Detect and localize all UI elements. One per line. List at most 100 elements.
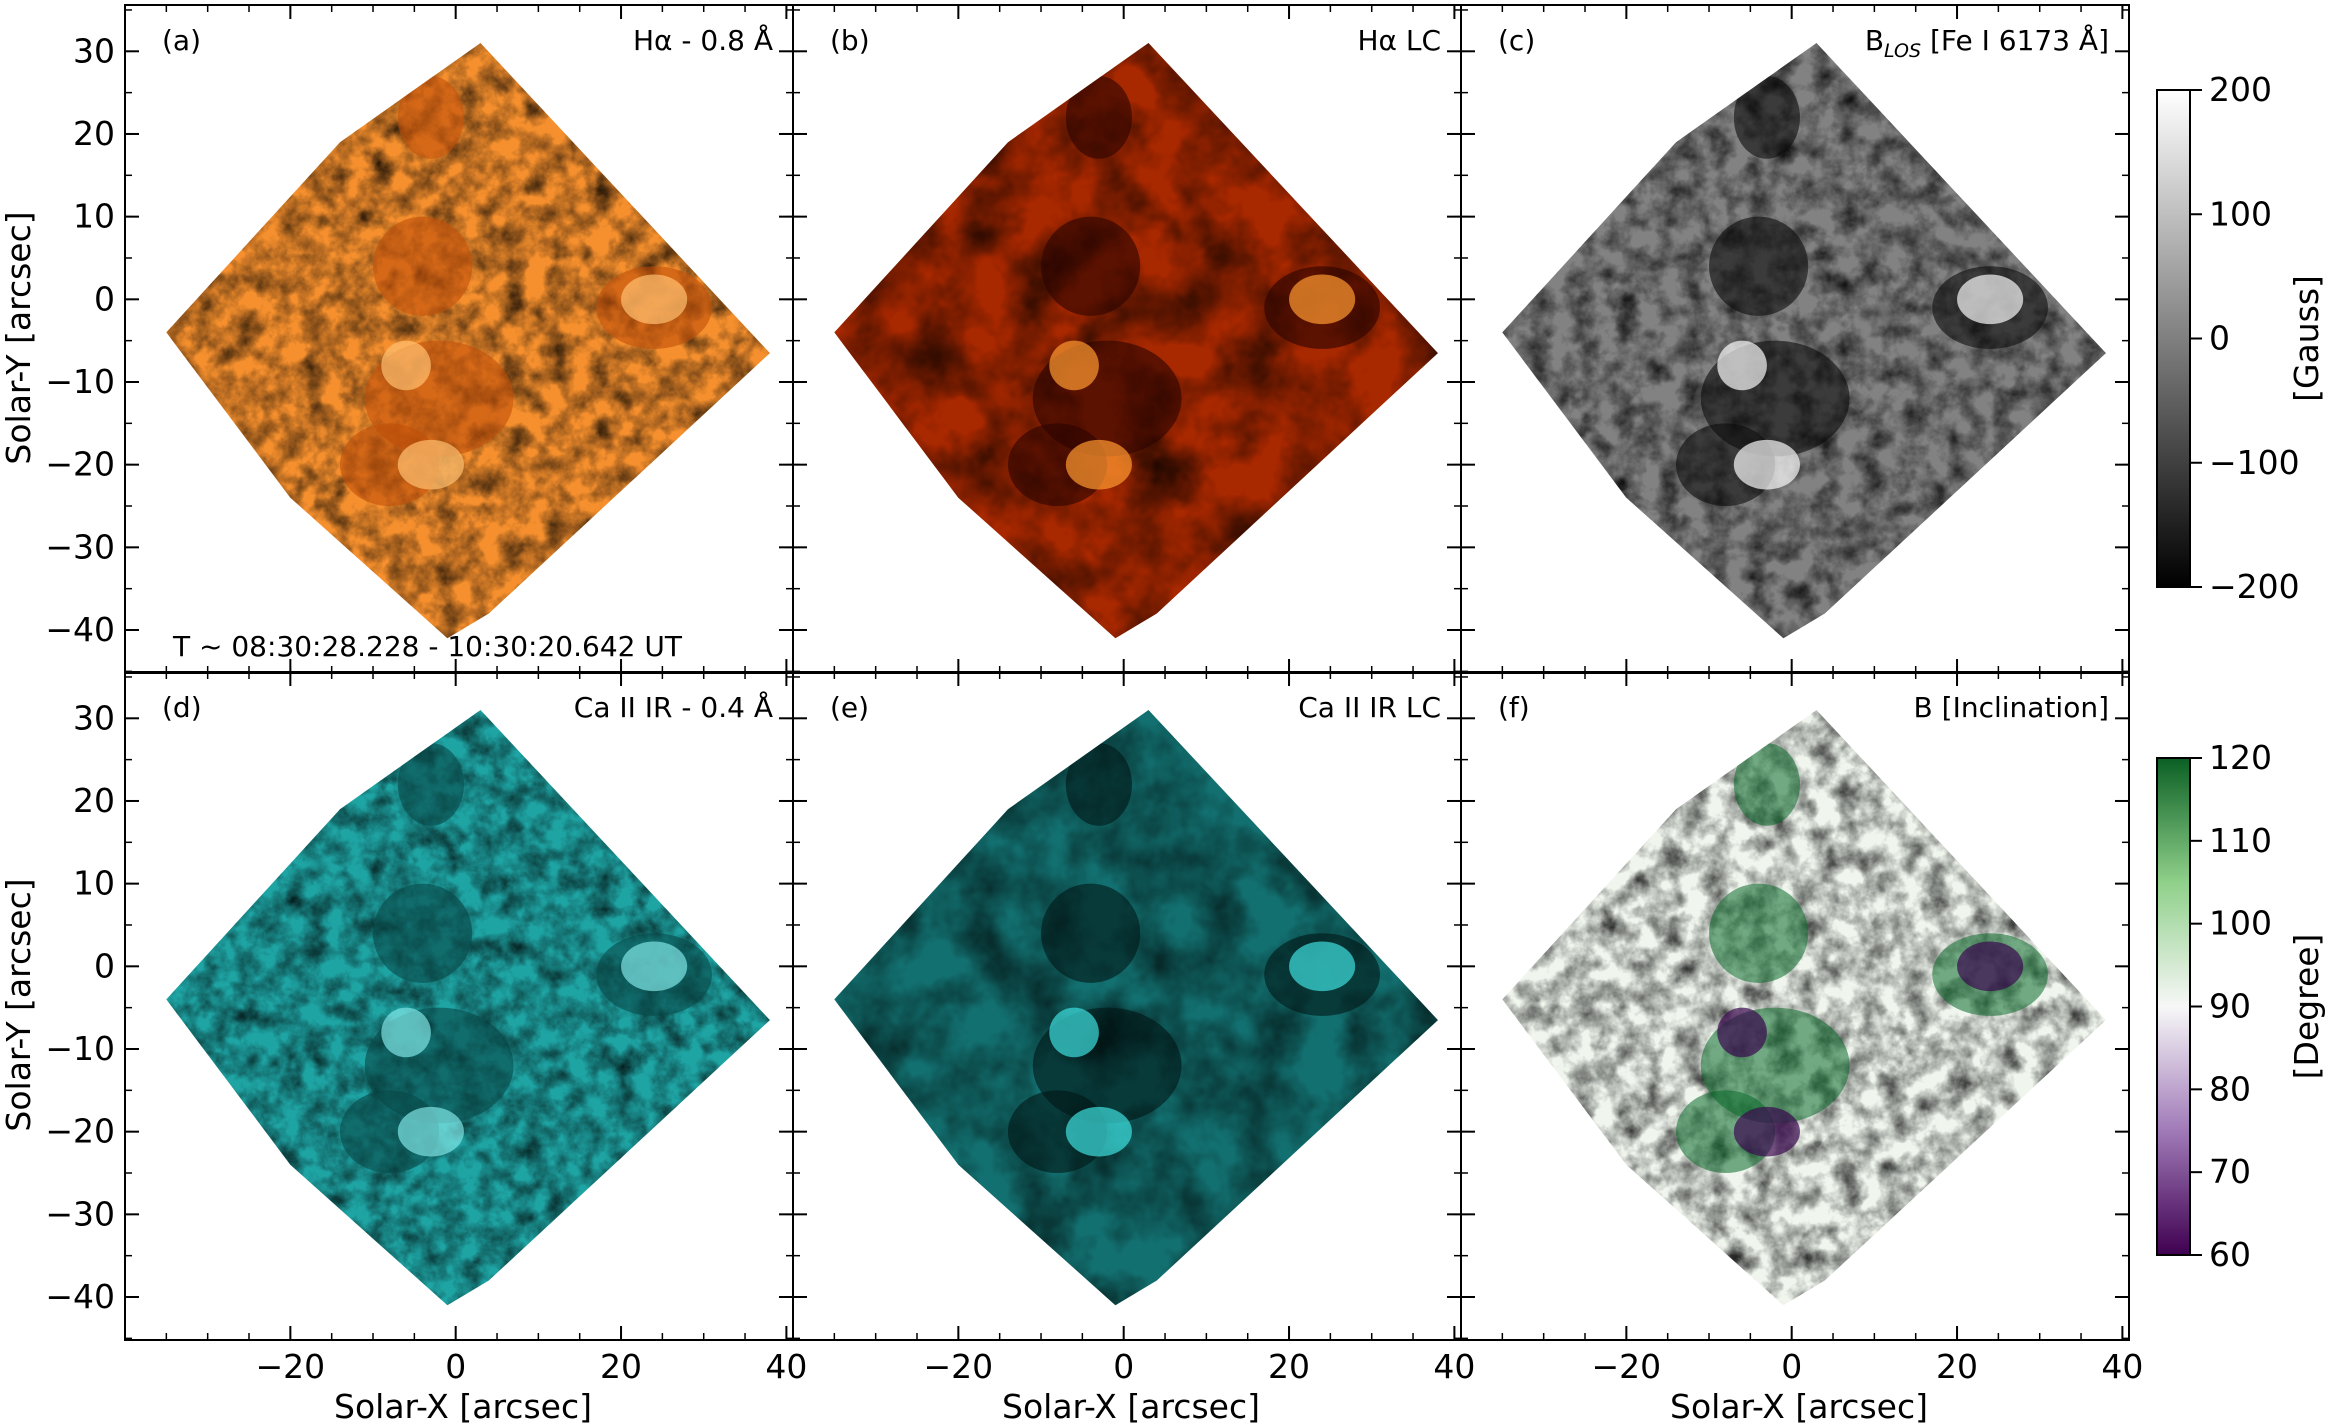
structure-bright — [1957, 941, 2024, 992]
x-tick-label: −20 — [1592, 1347, 1662, 1386]
structure-bright — [381, 1007, 431, 1058]
structure-dark — [397, 76, 464, 159]
colorbar-tick-label: 80 — [2209, 1069, 2251, 1108]
x-tick-label: 0 — [1781, 1347, 1802, 1386]
x-tick-label: −20 — [256, 1347, 326, 1386]
panel-title: B [Inclination] — [1914, 691, 2109, 724]
structure-dark — [373, 216, 473, 316]
structure-dark — [1709, 883, 1809, 983]
panel-title: Ca II IR - 0.4 Å — [574, 690, 773, 724]
structure-bright — [621, 274, 688, 325]
colorbar-tick-label: 70 — [2209, 1152, 2251, 1191]
structure-dark — [1709, 216, 1809, 316]
colorbar-tick-label: 110 — [2209, 821, 2272, 860]
colorbar-tick-label: −200 — [2209, 567, 2300, 606]
x-tick-label: 0 — [445, 1347, 466, 1386]
y-tick-label: 30 — [73, 31, 115, 70]
panel-title: Hα LC — [1357, 24, 1441, 57]
x-tick-label: 40 — [2101, 1347, 2143, 1386]
x-axis-label-col2: Solar-X [arcsec] — [1002, 1387, 1260, 1426]
panel-title: Ca II IR LC — [1298, 691, 1441, 724]
x-tick-label: 40 — [1433, 1347, 1475, 1386]
structure-bright — [1049, 340, 1099, 391]
x-tick-label: 20 — [1268, 1347, 1310, 1386]
structure-bright — [1065, 1106, 1132, 1157]
structure-dark — [1041, 883, 1141, 983]
x-tick-label: 40 — [765, 1347, 807, 1386]
colorbar-gauss: 200 100 0 −100 −200 [Gauss] — [2156, 70, 2326, 606]
panel-c: (c) BLOS [Fe I 6173 Å] — [1460, 4, 2130, 674]
panel-f: −20 0 20 40 (f) B [Inclination] — [1460, 671, 2143, 1386]
y-tick-label: 20 — [73, 114, 115, 153]
colorbar-tick-label: 60 — [2209, 1235, 2251, 1274]
structure-dark — [397, 743, 464, 826]
colorbar-tick-label: 90 — [2209, 987, 2251, 1026]
colorbar-tick-label: 100 — [2209, 904, 2272, 943]
y-tick-label: −20 — [45, 1112, 115, 1151]
structure-dark — [1733, 76, 1800, 159]
structure-dark — [1733, 743, 1800, 826]
y-tick-label: −10 — [45, 1029, 115, 1068]
time-range-annotation: T ~ 08:30:28.228 - 10:30:20.642 UT — [172, 630, 683, 663]
colorbar-tick-label: 100 — [2209, 194, 2272, 233]
structure-bright — [397, 439, 464, 490]
panel-letter: (b) — [830, 24, 870, 57]
structure-bright — [1733, 439, 1800, 490]
panel-b: (b) Hα LC — [792, 4, 1462, 674]
y-tick-label: 0 — [94, 279, 115, 318]
structure-bright — [1289, 274, 1356, 325]
panel-d: 30 20 10 0 −10 −20 −30 −40 −20 0 20 40 (d) Ca II IR -… — [45, 671, 807, 1386]
structure-bright — [1733, 1106, 1800, 1157]
colorbar-tick-label: 0 — [2209, 319, 2230, 358]
structure-bright — [397, 1106, 464, 1157]
structure-bright — [1065, 439, 1132, 490]
panel-image-a — [166, 43, 770, 639]
axes-frame — [1460, 671, 2130, 1341]
panel-image-d — [166, 710, 770, 1306]
x-axis-label-col3: Solar-X [arcsec] — [1670, 1387, 1928, 1426]
structure-bright — [1717, 340, 1767, 391]
x-tick-label: 20 — [600, 1347, 642, 1386]
colorbar-degree: 120 110 100 90 80 70 60 [Degree] — [2156, 738, 2326, 1274]
y-tick-label: 10 — [73, 864, 115, 903]
x-tick-label: −20 — [924, 1347, 994, 1386]
structure-bright — [1049, 1007, 1099, 1058]
panel-letter: (e) — [830, 691, 869, 724]
y-tick-label: −10 — [45, 362, 115, 401]
y-tick-label: −20 — [45, 445, 115, 484]
y-tick-label: −30 — [45, 527, 115, 566]
panel-e: −20 0 20 40 (e) Ca II IR LC — [792, 671, 1475, 1386]
structure-dark — [1041, 216, 1141, 316]
panel-a: 30 20 10 0 −10 −20 −30 −40 (a) Hα - 0.8 Å — [45, 4, 794, 674]
structure-bright — [1957, 274, 2024, 325]
colorbar-tick-label: −100 — [2209, 443, 2300, 482]
structure-bright — [621, 941, 688, 992]
panel-letter: (d) — [162, 691, 202, 724]
y-axis-label-top: Solar-Y [arcsec] — [0, 211, 38, 464]
x-tick-label: 0 — [1113, 1347, 1134, 1386]
panel-image-b — [834, 43, 1438, 639]
x-tick-label: 20 — [1936, 1347, 1978, 1386]
colorbar-label: [Degree] — [2287, 934, 2326, 1080]
y-tick-label: 10 — [73, 197, 115, 236]
structure-dark — [1065, 76, 1132, 159]
y-tick-label: −30 — [45, 1194, 115, 1233]
structure-bright — [1289, 941, 1356, 992]
y-tick-label: −40 — [45, 1277, 115, 1316]
panel-letter: (c) — [1498, 24, 1535, 57]
x-axis-label-col1: Solar-X [arcsec] — [334, 1387, 592, 1426]
panel-title: BLOS [Fe I 6173 Å] — [1865, 23, 2109, 62]
panel-letter: (a) — [162, 24, 201, 57]
panel-image-e — [834, 710, 1438, 1306]
y-tick-label: −40 — [45, 610, 115, 649]
y-tick-label: 30 — [73, 698, 115, 737]
structure-dark — [373, 883, 473, 983]
panel-title: Hα - 0.8 Å — [633, 23, 773, 57]
panel-image-f — [1502, 710, 2106, 1306]
panel-letter: (f) — [1498, 691, 1530, 724]
structure-bright — [381, 340, 431, 391]
y-axis-label-bottom: Solar-Y [arcsec] — [0, 878, 38, 1131]
y-tick-label: 20 — [73, 781, 115, 820]
colorbar-tick-label: 200 — [2209, 70, 2272, 109]
